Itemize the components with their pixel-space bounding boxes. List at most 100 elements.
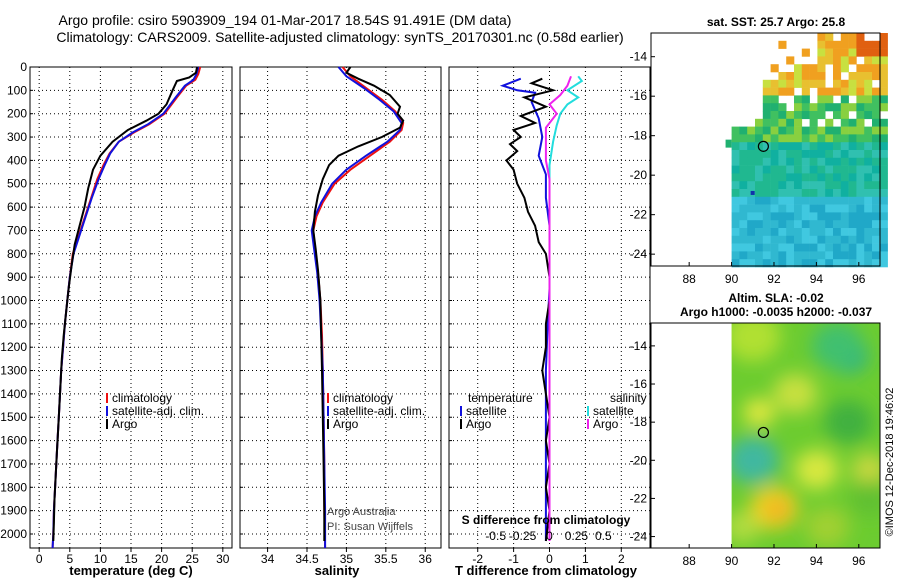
- sst-cell: [747, 228, 756, 237]
- sst-cell: [825, 235, 834, 244]
- sst-cell: [817, 189, 826, 198]
- sst-cell: [848, 220, 857, 229]
- sst-cell: [872, 95, 881, 104]
- sst-cell: [856, 126, 865, 135]
- title-line-1: Argo profile: csiro 5903909_194 01-Mar-2…: [59, 12, 512, 28]
- sst-cell: [848, 33, 857, 42]
- sst-cell: [762, 142, 771, 151]
- sst-cell: [739, 126, 748, 135]
- sst-cell: [794, 79, 803, 88]
- sst-cell: [794, 72, 803, 81]
- sst-cell: [833, 165, 842, 174]
- sst-cell: [786, 150, 795, 159]
- sla-blob: [731, 323, 781, 362]
- sst-cell: [731, 126, 740, 135]
- sst-cell: [817, 220, 826, 229]
- sst-cell: [755, 157, 764, 166]
- sst-cell: [762, 189, 771, 198]
- sst-cell: [778, 259, 787, 268]
- difference-s-zero-label: 0: [546, 529, 553, 543]
- depth-tick-label: 100: [7, 83, 27, 97]
- sst-cell: [770, 251, 779, 260]
- sst-cell: [770, 111, 779, 120]
- sst-cell: [825, 87, 834, 96]
- salinity-panel: 34 34.5 35 35.5 36 climatologysatellite-adj. …: [239, 66, 442, 566]
- sst-cell: [794, 126, 803, 135]
- sst-cell: [809, 196, 818, 205]
- depth-tick-label: 1000: [0, 293, 27, 307]
- sst-map-frame: [650, 32, 881, 267]
- sst-cell: [747, 181, 756, 190]
- sst-cell: [872, 56, 881, 65]
- sst-cell: [879, 103, 888, 112]
- sst-cell: [848, 142, 857, 151]
- sst-cell: [794, 251, 803, 260]
- sst-cell: [801, 142, 810, 151]
- sst-cell: [809, 142, 818, 151]
- depth-tick-label: 1800: [0, 480, 27, 494]
- sst-cell: [872, 134, 881, 143]
- sst-cell: [872, 220, 881, 229]
- sst-cell: [762, 103, 771, 112]
- sst-cell: [856, 33, 865, 42]
- sst-cell: [840, 212, 849, 221]
- sst-cell: [786, 228, 795, 237]
- sst-cell: [731, 243, 740, 252]
- sst-cell: [794, 111, 803, 120]
- sst-cell: [840, 126, 849, 135]
- sst-cell: [762, 220, 771, 229]
- sst-cell: [833, 259, 842, 268]
- sst-ytick-label: -16: [630, 89, 648, 103]
- sst-cell: [755, 142, 764, 151]
- sst-cell: [770, 103, 779, 112]
- temperature-xtick-label: 15: [124, 552, 138, 566]
- sst-cell: [872, 142, 881, 151]
- sst-cell: [801, 165, 810, 174]
- sst-cell: [747, 212, 756, 221]
- sst-cell: [848, 228, 857, 237]
- sst-cell: [801, 189, 810, 198]
- salinity-xtick-label: 35: [340, 552, 354, 566]
- salinity-xtick-label: 34.5: [295, 552, 319, 566]
- sst-cell: [840, 235, 849, 244]
- sst-cell: [778, 40, 787, 49]
- sst-cell: [864, 189, 873, 198]
- sst-cell: [770, 189, 779, 198]
- sst-cell: [762, 134, 771, 143]
- sst-cell: [833, 111, 842, 120]
- sst-cell: [778, 134, 787, 143]
- sst-cell: [879, 126, 888, 135]
- difference-salinity-legend-label: satellite: [593, 404, 634, 418]
- sst-cell: [833, 150, 842, 159]
- sst-cell: [879, 134, 888, 143]
- sst-cell: [872, 212, 881, 221]
- sst-cell: [864, 150, 873, 159]
- sst-cell: [864, 134, 873, 143]
- sst-cell: [778, 196, 787, 205]
- sst-cell: [770, 126, 779, 135]
- sst-cell: [833, 134, 842, 143]
- sst-cell: [809, 243, 818, 252]
- sst-cell: [794, 103, 803, 112]
- sst-cell: [817, 173, 826, 182]
- sst-cell: [778, 126, 787, 135]
- sst-cell: [848, 251, 857, 260]
- sst-cell: [770, 142, 779, 151]
- sst-cell: [879, 56, 888, 65]
- sst-cell: [778, 189, 787, 198]
- sst-cell: [848, 150, 857, 159]
- sst-cell: [825, 189, 834, 198]
- sst-cell: [755, 251, 764, 260]
- sst-cell: [731, 220, 740, 229]
- sst-cell: [809, 64, 818, 73]
- sst-cell: [872, 196, 881, 205]
- sst-cell: [817, 196, 826, 205]
- sst-cell: [879, 87, 888, 96]
- sla-blob: [824, 400, 873, 444]
- sst-cell: [872, 181, 881, 190]
- sst-cell: [879, 64, 888, 73]
- difference-xtick-label: 1: [582, 552, 589, 566]
- sla-blob: [794, 450, 839, 490]
- sst-cell: [731, 134, 740, 143]
- depth-tick-label: 400: [7, 153, 27, 167]
